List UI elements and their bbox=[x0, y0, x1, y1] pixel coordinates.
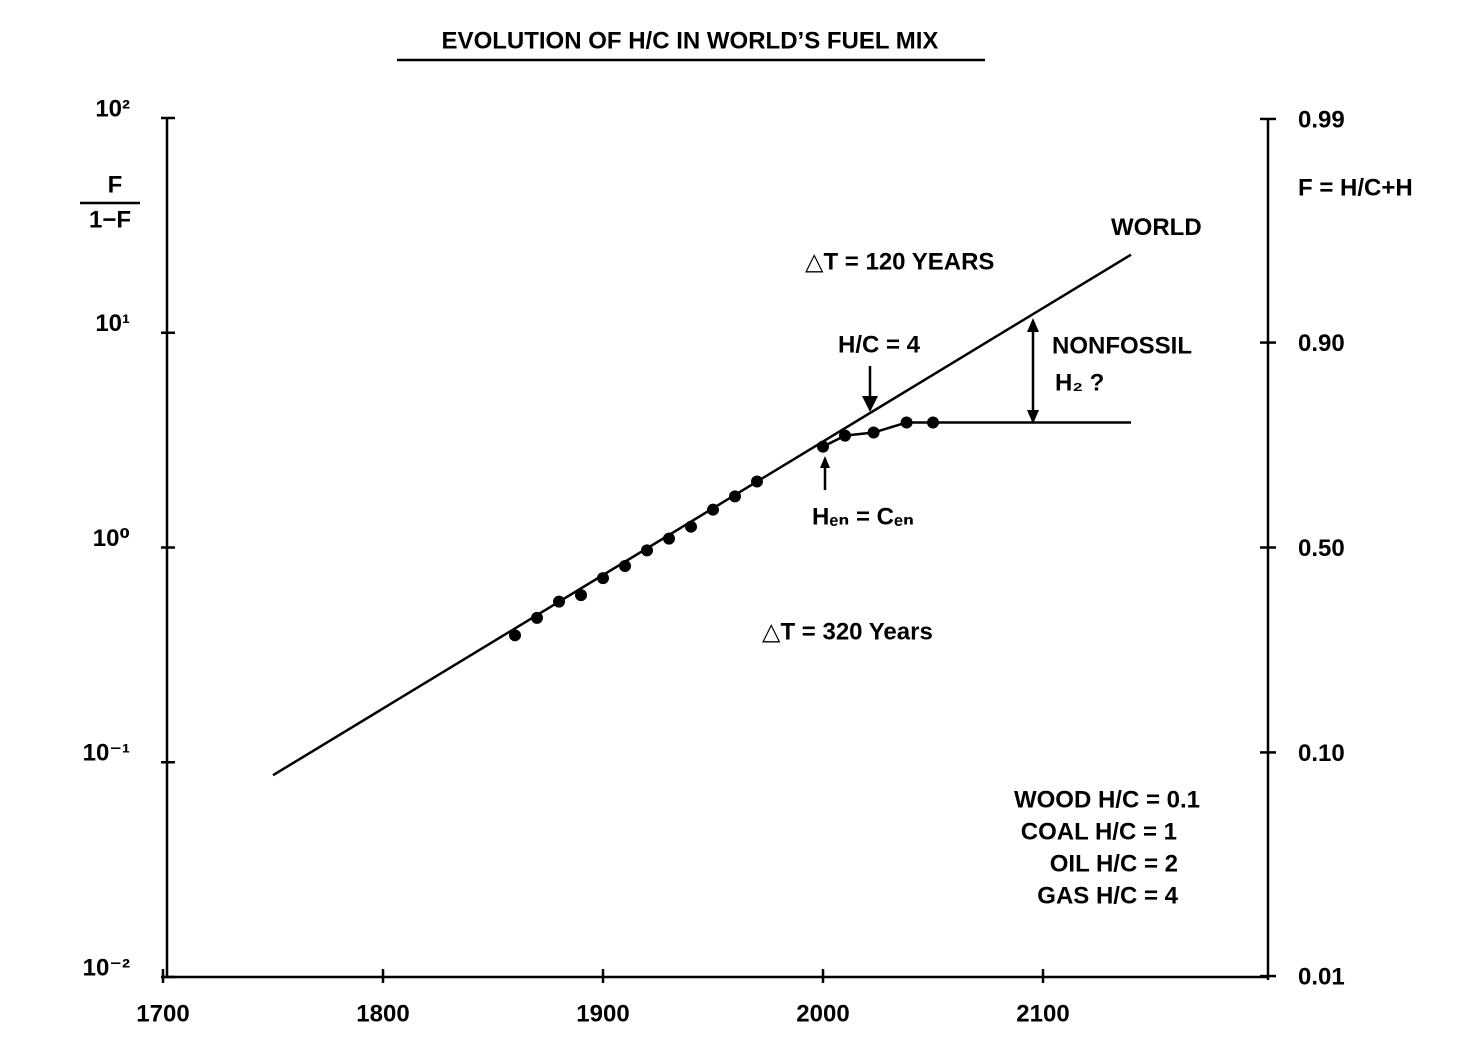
data-point bbox=[641, 544, 653, 557]
annotation: WOOD H/C = 0.1 bbox=[1014, 786, 1200, 813]
y2-tick-label: 0.50 bbox=[1298, 535, 1345, 562]
data-point bbox=[685, 520, 697, 533]
x-tick-label: 2100 bbox=[1016, 1000, 1069, 1027]
annotation: △T = 120 YEARS bbox=[805, 248, 994, 275]
annotation: COAL H/C = 1 bbox=[1021, 818, 1177, 845]
y2-tick-label: 0.99 bbox=[1298, 106, 1345, 133]
x-tick-label: 1700 bbox=[136, 1000, 189, 1027]
annotation: Hₑₙ = Cₑₙ bbox=[812, 503, 914, 530]
y2-label: F = H/C+H bbox=[1298, 174, 1413, 201]
data-line bbox=[272, 253, 1132, 777]
data-point bbox=[619, 560, 631, 573]
x-tick-label: 1800 bbox=[356, 1000, 409, 1027]
annotation: NONFOSSIL bbox=[1052, 332, 1192, 359]
data-point bbox=[509, 629, 521, 642]
data-point bbox=[531, 611, 543, 624]
annotation: GAS H/C = 4 bbox=[1037, 882, 1178, 909]
arrow-head bbox=[862, 396, 878, 412]
x-tick-label: 1900 bbox=[576, 1000, 629, 1027]
y-tick-label: 10⁰ bbox=[93, 525, 130, 552]
x-tick-label: 2000 bbox=[796, 1000, 849, 1027]
annotation: H/C = 4 bbox=[838, 331, 921, 358]
data-point bbox=[597, 572, 609, 585]
arrow-head bbox=[820, 456, 830, 468]
y-label-denominator: 1−F bbox=[89, 206, 131, 233]
data-point bbox=[663, 532, 675, 545]
series-label: WORLD bbox=[1111, 214, 1202, 241]
data-line bbox=[822, 421, 1131, 448]
data-point bbox=[751, 475, 763, 488]
annotation: △T = 320 Years bbox=[762, 618, 933, 645]
y-tick-label: 10² bbox=[95, 95, 130, 122]
y2-tick-label: 0.90 bbox=[1298, 330, 1345, 357]
y2-tick-label: 0.01 bbox=[1298, 963, 1345, 990]
chart-title: EVOLUTION OF H/C IN WORLD’S FUEL MIX bbox=[442, 27, 939, 54]
annotation: OIL H/C = 2 bbox=[1050, 850, 1178, 877]
y-tick-label: 10¹ bbox=[95, 310, 130, 337]
y-tick-label: 10⁻¹ bbox=[83, 740, 130, 767]
y2-tick-label: 0.10 bbox=[1298, 740, 1345, 767]
y-tick-label: 10⁻² bbox=[83, 954, 130, 981]
data-point bbox=[575, 589, 587, 602]
annotation: H₂ ? bbox=[1055, 369, 1104, 396]
y-label-numerator: F bbox=[108, 171, 123, 198]
data-point bbox=[729, 490, 741, 503]
data-point bbox=[707, 503, 719, 516]
data-point bbox=[553, 595, 565, 608]
